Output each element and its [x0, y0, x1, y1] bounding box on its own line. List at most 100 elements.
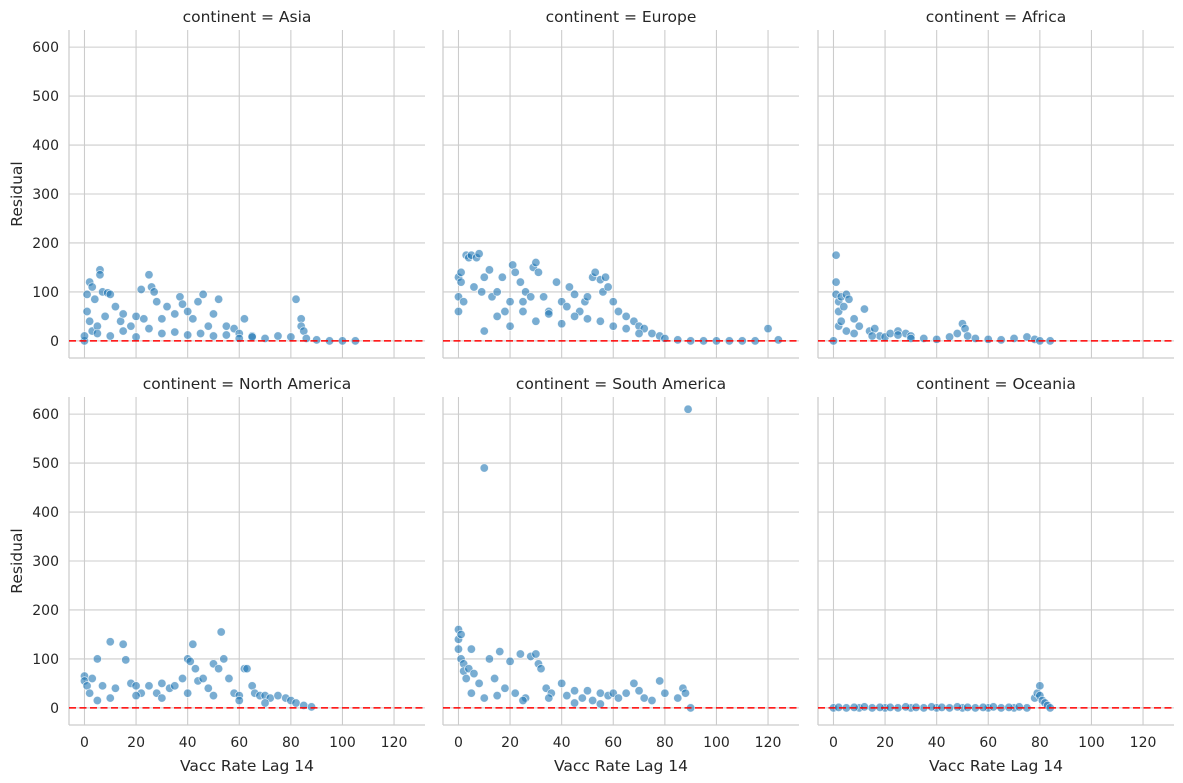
data-point: [110, 683, 120, 693]
data-point: [183, 688, 193, 698]
data-point: [453, 306, 464, 317]
data-point: [95, 270, 105, 280]
x-tick-label: 20: [876, 735, 894, 751]
data-point: [456, 267, 466, 277]
data-point: [963, 331, 973, 341]
data-point: [557, 678, 567, 688]
panel-title: continent = Europe: [546, 8, 697, 26]
data-point: [505, 656, 515, 666]
data-point: [291, 294, 301, 304]
data-point: [247, 332, 257, 342]
data-point: [477, 287, 487, 297]
data-point: [105, 289, 115, 299]
data-point: [461, 673, 471, 684]
data-point: [92, 654, 102, 664]
data-point: [306, 702, 317, 712]
data-point: [100, 311, 110, 321]
data-point: [177, 299, 188, 309]
data-point: [608, 321, 618, 331]
data-point: [466, 644, 476, 654]
data-point: [224, 673, 234, 684]
data-point: [453, 644, 464, 654]
data-point: [1035, 681, 1045, 691]
data-point: [118, 326, 128, 336]
data-point: [836, 316, 846, 326]
data-point: [466, 688, 476, 698]
data-point: [557, 319, 567, 329]
data-point: [500, 306, 510, 317]
data-point: [590, 267, 600, 277]
data-point: [208, 691, 219, 701]
x-tick-label: 120: [755, 735, 782, 751]
x-tick-label: 100: [1078, 735, 1105, 751]
data-point: [988, 702, 998, 712]
data-point: [492, 311, 502, 321]
data-point: [188, 639, 198, 649]
data-point: [183, 330, 193, 340]
panel-title: continent = Asia: [183, 8, 312, 26]
data-point: [87, 282, 97, 292]
data-point: [655, 676, 665, 686]
panel-title: continent = North America: [143, 375, 352, 393]
data-point: [608, 297, 618, 307]
data-point: [221, 321, 231, 331]
x-tick-label: 80: [656, 735, 674, 751]
y-tick-label: 300: [32, 554, 59, 570]
x-tick-label: 100: [703, 735, 730, 751]
data-point: [831, 250, 841, 260]
data-point: [121, 655, 131, 665]
data-point: [203, 683, 213, 693]
data-point: [479, 272, 489, 282]
data-point: [531, 257, 541, 268]
data-point: [105, 331, 115, 341]
data-point: [198, 673, 208, 684]
x-tick-label: 20: [127, 735, 145, 751]
data-point: [996, 335, 1006, 345]
x-axis-label: Vacc Rate Lag 14: [180, 757, 314, 775]
y-tick-label: 600: [32, 407, 59, 423]
data-point: [479, 693, 489, 703]
x-tick-label: 0: [80, 735, 89, 751]
data-point: [1014, 702, 1024, 712]
x-tick-label: 80: [1031, 735, 1049, 751]
data-point: [79, 331, 90, 341]
data-point: [469, 282, 479, 292]
data-point: [582, 292, 593, 302]
y-tick-label: 300: [32, 187, 59, 203]
data-point: [683, 404, 693, 414]
data-point: [639, 693, 649, 703]
data-point: [849, 314, 859, 324]
data-point: [551, 277, 562, 287]
data-point: [484, 654, 494, 664]
data-point: [239, 314, 249, 324]
data-point: [983, 334, 993, 344]
data-point: [474, 249, 484, 259]
data-point: [183, 306, 193, 317]
data-point: [90, 294, 100, 304]
data-point: [901, 702, 911, 712]
data-point: [157, 314, 167, 324]
data-point: [763, 324, 773, 334]
data-point: [85, 316, 95, 326]
data-point: [1022, 332, 1032, 342]
x-tick-label: 120: [1130, 735, 1157, 751]
data-point: [177, 673, 188, 684]
data-point: [582, 686, 593, 696]
data-point: [518, 306, 528, 317]
data-point: [533, 267, 543, 277]
data-point: [118, 639, 128, 649]
data-point: [105, 693, 115, 703]
x-tick-label: 0: [454, 735, 463, 751]
data-point: [570, 698, 580, 708]
data-point: [131, 332, 141, 342]
y-axis-label: Residual: [8, 161, 26, 226]
data-point: [526, 292, 536, 302]
data-point: [634, 686, 644, 696]
data-point: [544, 693, 554, 703]
y-tick-label: 600: [32, 40, 59, 56]
y-tick-label: 400: [32, 138, 59, 154]
data-point: [286, 332, 296, 342]
data-point: [952, 702, 962, 712]
data-point: [456, 629, 466, 639]
data-point: [260, 698, 270, 708]
